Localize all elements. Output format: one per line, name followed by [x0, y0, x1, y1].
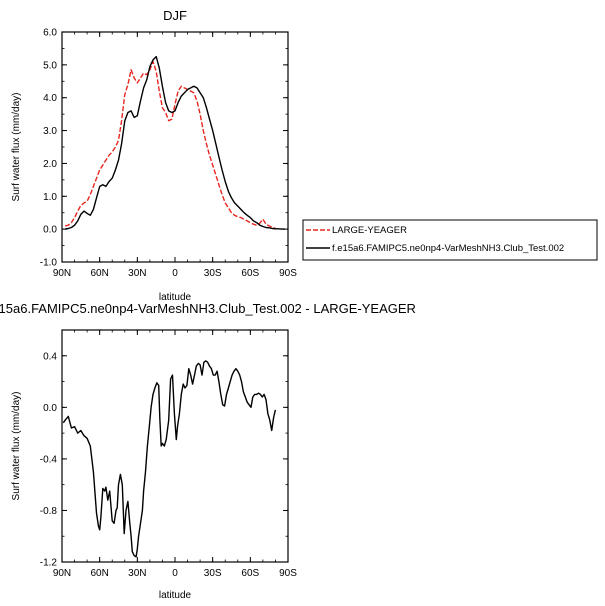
x-tick-label: 60S: [241, 568, 259, 579]
y-axis-label-difference: Surf water flux (mm/day): [11, 392, 22, 501]
x-tick-label: 60N: [90, 268, 108, 279]
y-tick-label: 4.0: [43, 93, 57, 104]
legend: LARGE-YEAGER f.e15a6.FAMIPC5.ne0np4-VarM…: [302, 219, 598, 261]
series-line-0: [62, 360, 277, 558]
x-tick-label: 90N: [53, 268, 71, 279]
series-line-1: [64, 55, 285, 230]
x-tick-label: 60N: [90, 568, 108, 579]
chart-difference: f.e15a6.FAMIPC5.ne0np4-VarMeshNH3.Club_T…: [0, 301, 416, 601]
y-tick-label: 0.4: [43, 351, 57, 362]
x-tick-label: 60S: [241, 268, 259, 279]
chart-title: DJF: [163, 8, 187, 23]
x-tick-label: 0: [172, 568, 178, 579]
x-tick-label: 90S: [279, 268, 297, 279]
y-tick-label: 3.0: [43, 126, 57, 137]
y-tick-label: 0.0: [43, 403, 57, 414]
legend-entry-model: f.e15a6.FAMIPC5.ne0np4-VarMeshNH3.Club_T…: [332, 243, 564, 254]
x-tick-label: 30N: [128, 568, 146, 579]
y-tick-label: -1.0: [40, 258, 58, 269]
series-group: [64, 55, 285, 230]
x-tick-label: 30N: [128, 268, 146, 279]
legend-box: [302, 219, 598, 261]
axis-ticks-difference: 90N 60N 30N 0 30S 60S 90S -1.2 -0.8 -0.4 0.0 0.4: [40, 329, 297, 579]
plot-frame: [61, 31, 289, 263]
series-group: [62, 360, 277, 558]
y-tick-label: 1.0: [43, 192, 57, 203]
chart-djf: DJF 90N 60N 30N 0 30S 60S 90S -1.0 0.0 1.0 2.0 3.0 4…: [11, 8, 598, 303]
x-tick-label: 30S: [204, 568, 222, 579]
y-axis-label: Surf water flux (mm/day): [11, 93, 22, 202]
axis-ticks: 90N 60N 30N 0 30S 60S 90S -1.0 0.0 1.0 2.0 3.0 4.0 5.…: [40, 28, 297, 280]
chart-title-difference: f.e15a6.FAMIPC5.ne0np4-VarMeshNH3.Club_T…: [0, 301, 416, 316]
series-line-0: [64, 60, 276, 229]
plot-frame-difference: [61, 329, 289, 563]
x-axis-label: latitude: [159, 292, 192, 303]
y-tick-label: -1.2: [40, 558, 58, 569]
legend-entry-large-yeager: LARGE-YEAGER: [332, 225, 407, 236]
y-tick-label: -0.4: [40, 454, 58, 465]
y-tick-label: 2.0: [43, 159, 57, 170]
y-tick-label: 0.0: [43, 225, 57, 236]
y-tick-label: 6.0: [43, 28, 57, 39]
x-tick-label: 90N: [53, 568, 71, 579]
x-tick-label: 90S: [279, 568, 297, 579]
x-tick-label: 0: [172, 268, 178, 279]
x-tick-label: 30S: [204, 268, 222, 279]
x-axis-label-difference: latitude: [159, 590, 192, 601]
y-tick-label: 5.0: [43, 60, 57, 71]
y-tick-label: -0.8: [40, 506, 58, 517]
